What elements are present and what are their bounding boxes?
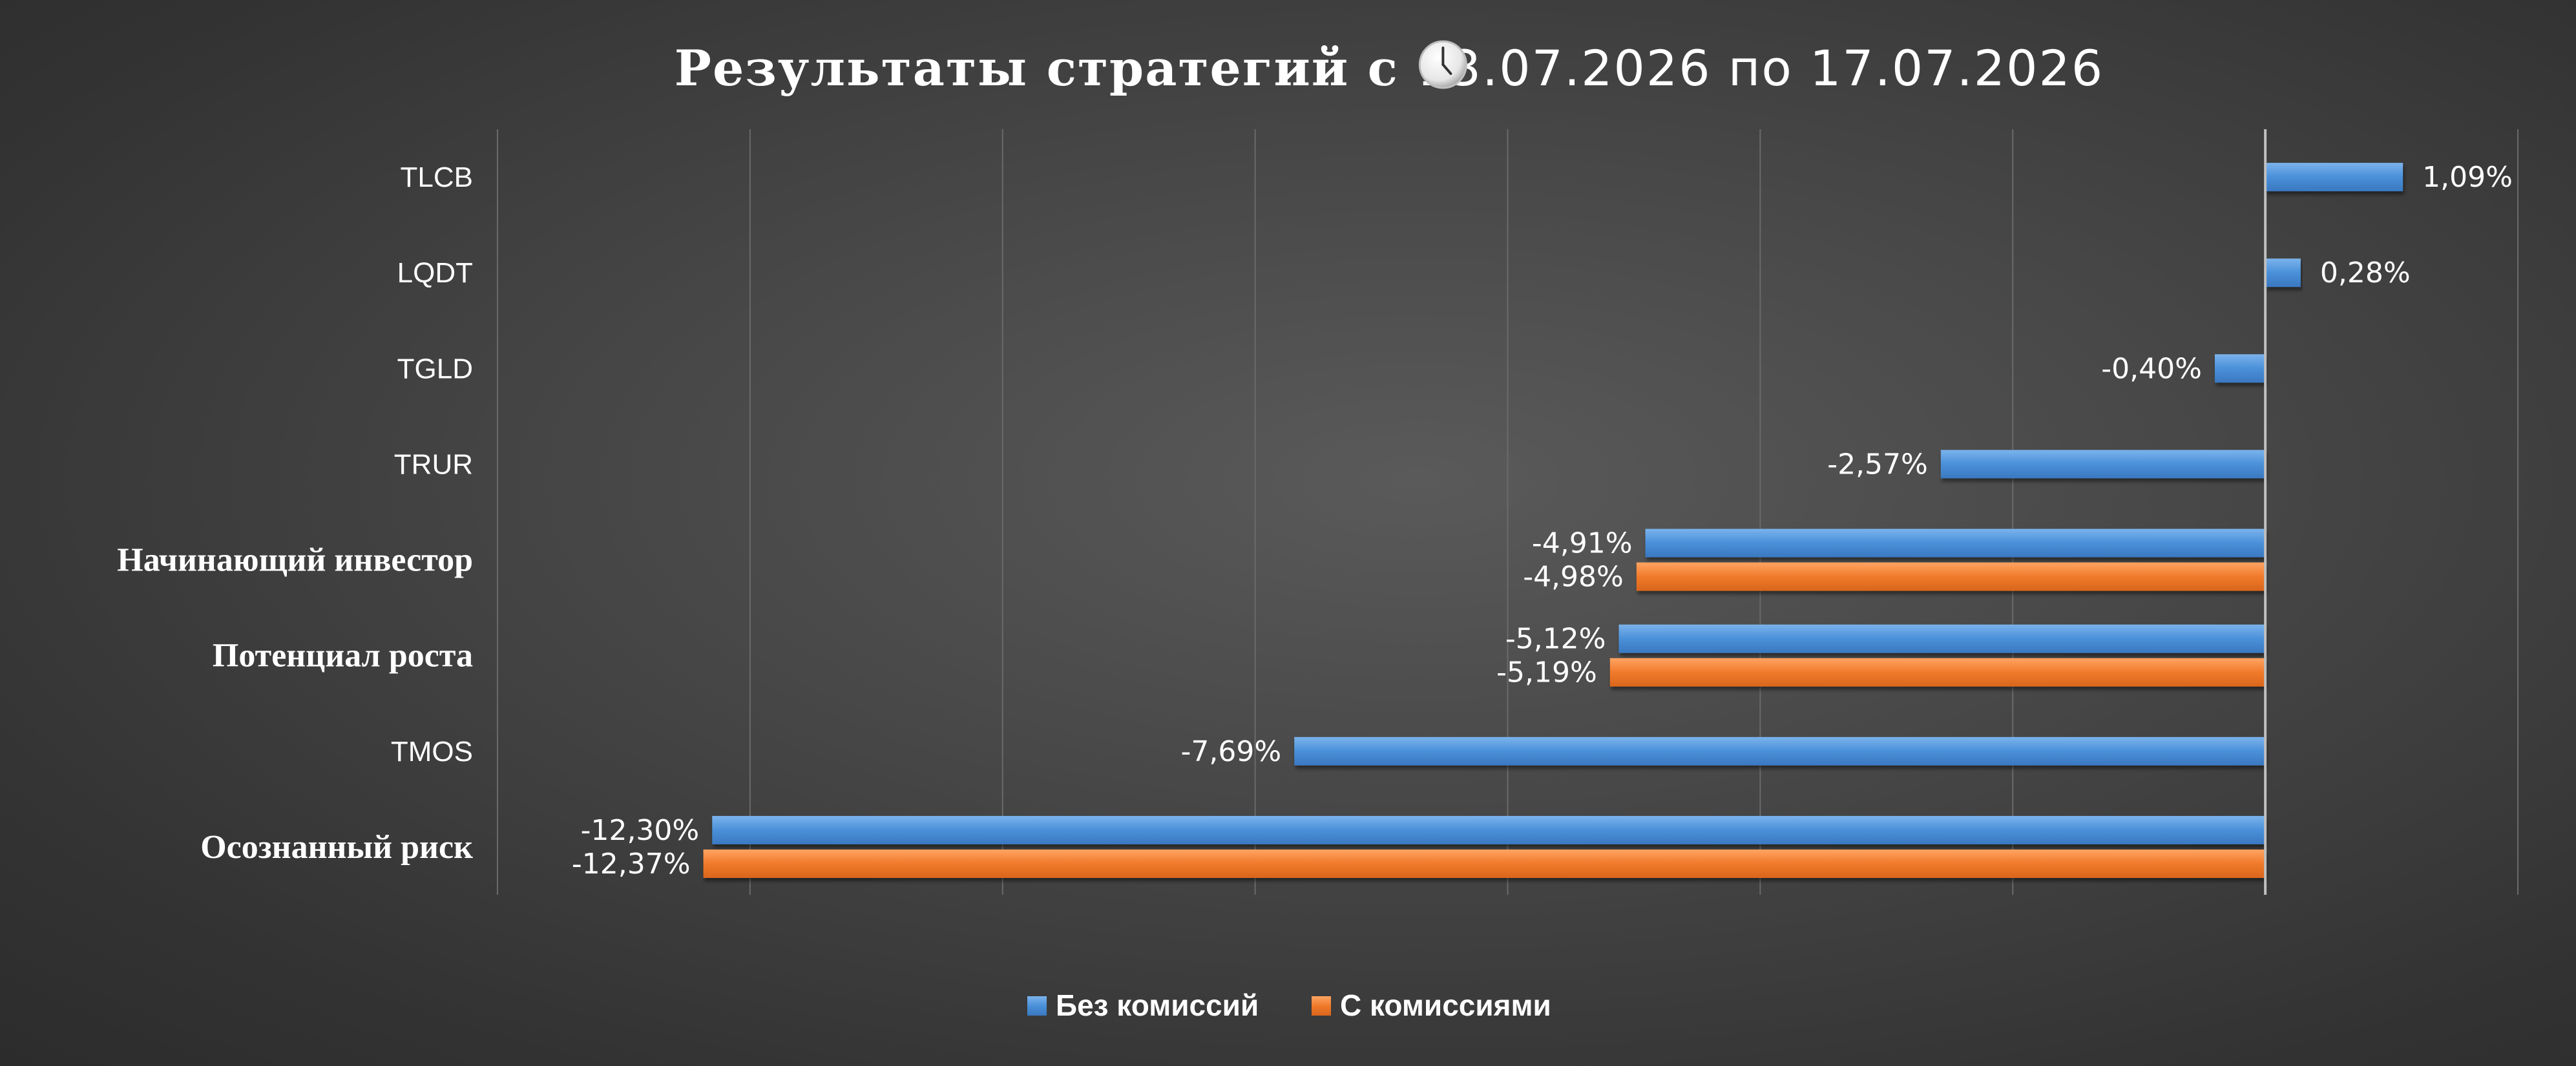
bar[interactable] bbox=[2265, 258, 2301, 287]
chart-title: Результаты стратегий с 13.07.2026 по 17.… bbox=[675, 39, 2104, 97]
bar[interactable] bbox=[2265, 163, 2403, 192]
bar[interactable] bbox=[1618, 624, 2266, 653]
data-label: -7,69% bbox=[1181, 735, 1282, 768]
category-label: Потенциал роста bbox=[213, 638, 473, 674]
category-label: TRUR bbox=[394, 448, 473, 480]
data-label: -2,57% bbox=[1827, 448, 1928, 481]
bar[interactable] bbox=[1940, 450, 2266, 479]
legend-label: Без комиссий bbox=[1056, 988, 1259, 1022]
legend: Без комиссий С комиссиями bbox=[1027, 988, 1551, 1022]
legend-item[interactable]: Без комиссий bbox=[1027, 988, 1259, 1022]
category-label: LQDT bbox=[397, 257, 473, 289]
data-label: -12,30% bbox=[581, 814, 700, 847]
data-label: 0,28% bbox=[2320, 256, 2411, 289]
chart-title-text: Результаты стратегий с bbox=[675, 39, 1418, 97]
legend-label: С комиссиями bbox=[1340, 988, 1551, 1022]
clock-hand-hour bbox=[1441, 63, 1452, 75]
bar[interactable] bbox=[1645, 528, 2266, 558]
category-label: TMOS bbox=[391, 736, 473, 768]
category-label: Начинающий инвестор bbox=[117, 542, 473, 579]
data-label: 1,09% bbox=[2422, 161, 2513, 194]
data-label: -4,91% bbox=[1532, 527, 1633, 560]
bar[interactable] bbox=[712, 815, 2266, 844]
bar[interactable] bbox=[1294, 737, 2266, 766]
data-label: -5,19% bbox=[1496, 656, 1597, 689]
data-label: -5,12% bbox=[1505, 623, 1606, 656]
legend-item[interactable]: С комиссиями bbox=[1312, 988, 1551, 1022]
data-label: -4,98% bbox=[1523, 561, 1624, 594]
data-label: -0,40% bbox=[2101, 352, 2202, 385]
data-label: -12,37% bbox=[572, 848, 691, 881]
bar[interactable] bbox=[2214, 354, 2266, 383]
bar[interactable] bbox=[703, 849, 2266, 878]
category-label: TGLD bbox=[397, 353, 473, 384]
clock-icon bbox=[1418, 40, 1467, 89]
legend-swatch bbox=[1027, 996, 1047, 1016]
category-label: TLCB bbox=[401, 162, 473, 193]
bar[interactable] bbox=[1636, 562, 2266, 591]
bar[interactable] bbox=[1609, 658, 2266, 687]
chart-title-date-range: 13.07.2026 по 17.07.2026 bbox=[1417, 39, 2104, 97]
category-label: Осознанный риск bbox=[200, 829, 473, 866]
legend-swatch bbox=[1312, 996, 1331, 1016]
